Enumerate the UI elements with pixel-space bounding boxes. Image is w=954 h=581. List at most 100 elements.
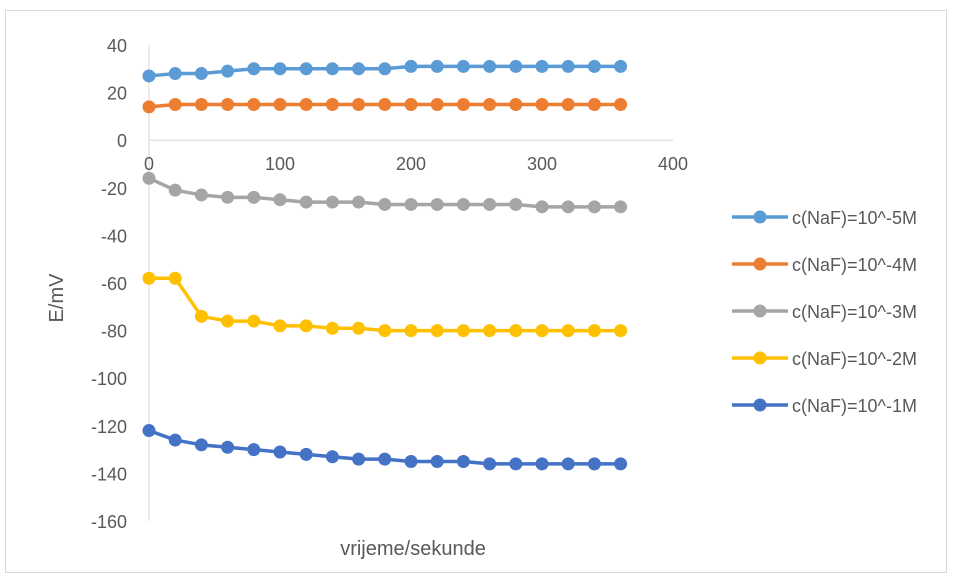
- data-point: [273, 445, 287, 459]
- data-point: [614, 457, 628, 471]
- data-point: [456, 197, 470, 211]
- data-point: [325, 195, 339, 209]
- y-tick-label: -160: [91, 512, 127, 532]
- legend-swatch-marker: [753, 210, 767, 224]
- x-tick-label: 300: [527, 154, 557, 174]
- data-point: [168, 271, 182, 285]
- legend-item: c(NaF)=10^-2M: [732, 349, 917, 369]
- data-point: [247, 443, 261, 457]
- y-tick-label: -20: [101, 179, 127, 199]
- data-point: [168, 98, 182, 111]
- legend-label: c(NaF)=10^-5M: [792, 208, 917, 228]
- data-point: [142, 171, 156, 185]
- data-point: [168, 67, 182, 81]
- data-point: [299, 447, 313, 461]
- series-4: [142, 271, 628, 338]
- legend-swatch-marker: [753, 398, 767, 412]
- data-point: [456, 455, 470, 468]
- data-point: [299, 319, 313, 333]
- y-tick-label: -40: [101, 226, 127, 246]
- y-tick-label: -60: [101, 274, 127, 294]
- data-point: [273, 319, 287, 333]
- data-point: [509, 98, 523, 111]
- data-point: [535, 59, 549, 73]
- legend-label: c(NaF)=10^-1M: [792, 396, 917, 416]
- series-5: [142, 424, 628, 471]
- data-point: [614, 200, 628, 214]
- data-point: [247, 98, 261, 111]
- legend-swatch-marker: [753, 257, 767, 271]
- chart-container: 40 20 0 -20 -40 -60 -80 -100 -120 -140 -160 0 100 200…: [5, 10, 947, 573]
- data-point: [509, 324, 523, 338]
- y-tick-label: -120: [91, 417, 127, 437]
- legend-label: c(NaF)=10^-4M: [792, 255, 917, 275]
- series-line: [149, 276, 621, 333]
- data-point: [299, 98, 313, 111]
- series-1: [142, 59, 628, 83]
- y-tick-label: -80: [101, 322, 127, 342]
- data-point: [168, 433, 182, 447]
- data-point: [614, 324, 628, 338]
- x-tick-label: 0: [144, 154, 154, 174]
- data-point: [352, 195, 366, 209]
- data-point: [142, 424, 156, 438]
- legend-swatch-marker: [753, 304, 767, 318]
- data-point: [142, 69, 156, 83]
- data-point: [483, 457, 497, 471]
- data-point: [378, 98, 392, 111]
- data-point: [299, 195, 313, 209]
- legend-item: c(NaF)=10^-4M: [732, 255, 917, 275]
- y-tick-label: 0: [117, 131, 127, 151]
- data-point: [535, 324, 549, 338]
- data-point: [587, 98, 601, 111]
- data-point: [378, 324, 392, 338]
- data-point: [509, 197, 523, 211]
- data-point: [299, 62, 313, 76]
- data-point: [142, 271, 156, 285]
- data-point: [325, 321, 339, 335]
- data-point: [561, 98, 575, 111]
- legend-swatch-marker: [753, 351, 767, 365]
- data-point: [194, 309, 208, 323]
- data-point: [404, 324, 418, 338]
- data-point: [587, 59, 601, 73]
- data-point: [561, 324, 575, 338]
- data-point: [325, 62, 339, 76]
- data-point: [273, 193, 287, 207]
- data-point: [194, 67, 208, 81]
- data-point: [483, 98, 497, 111]
- data-point: [561, 457, 575, 471]
- data-point: [221, 190, 235, 204]
- data-point: [168, 183, 182, 197]
- data-point: [535, 457, 549, 471]
- data-point: [247, 62, 261, 76]
- data-point: [404, 197, 418, 211]
- data-point: [142, 100, 156, 114]
- data-point: [404, 98, 418, 111]
- data-point: [221, 98, 235, 111]
- x-tick-label: 200: [396, 154, 426, 174]
- data-point: [561, 200, 575, 214]
- data-point: [325, 450, 339, 464]
- y-tick-label: 40: [107, 36, 127, 56]
- y-tick-label: 20: [107, 84, 127, 104]
- data-point: [535, 200, 549, 214]
- data-point: [430, 59, 444, 73]
- x-axis-title: vrijeme/sekunde: [340, 538, 486, 560]
- data-point: [352, 452, 366, 466]
- legend-label: c(NaF)=10^-3M: [792, 302, 917, 322]
- data-point: [247, 190, 261, 204]
- x-tick-label: 400: [658, 154, 688, 174]
- series-3: [142, 171, 628, 214]
- data-point: [509, 457, 523, 471]
- data-point: [352, 98, 366, 111]
- data-point: [430, 98, 444, 111]
- data-point: [221, 314, 235, 328]
- legend-item: c(NaF)=10^-5M: [732, 208, 917, 228]
- data-point: [194, 98, 208, 111]
- data-point: [325, 98, 339, 111]
- data-point: [587, 200, 601, 214]
- data-point: [378, 197, 392, 211]
- data-point: [247, 314, 261, 328]
